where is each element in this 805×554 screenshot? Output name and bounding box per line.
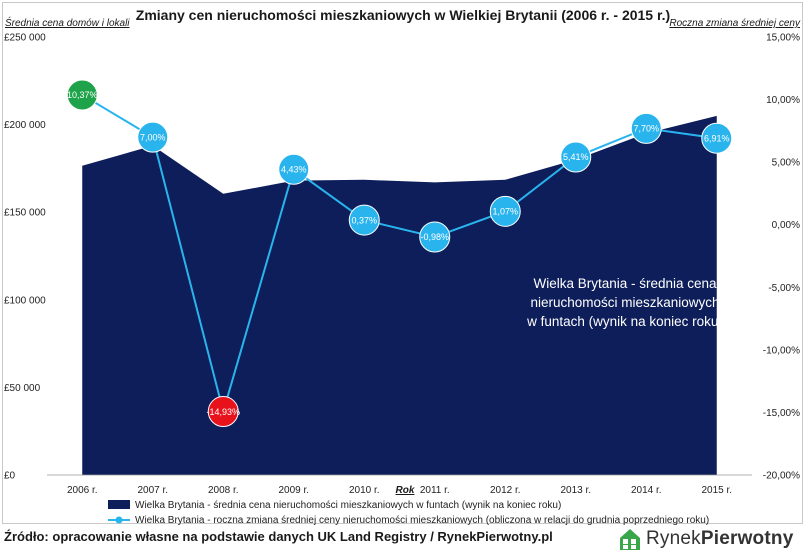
x-tick-label: 2008 r. [208,485,239,496]
change-data-label: 7,00% [140,132,166,142]
source-note: Źródło: opracowanie własne na podstawie … [4,529,553,544]
y-left-tick-label: £0 [4,471,16,482]
area-annotation-line: w funtach (wynik na koniec roku) [526,314,723,329]
y-right-tick-label: -15,00% [763,408,800,419]
logo-text-part1: Rynek [646,528,701,549]
change-data-label: 0,37% [351,215,377,225]
change-marker [207,396,239,428]
chart-title: Zmiany cen nieruchomości mieszkaniowych … [136,7,670,23]
y-left-tick-label: £250 000 [4,33,46,44]
y-right-tick-label: -5,00% [768,283,800,294]
y-left-tick-label: £50 000 [4,383,41,394]
logo: RynekPierwotny [618,526,803,552]
x-tick-label: 2007 r. [137,485,168,496]
change-data-label: -0,98% [420,232,449,242]
x-axis-title: Rok [396,485,415,496]
y-right-tick-label: 15,00% [766,33,800,44]
change-line-series [81,94,717,416]
change-data-label: 4,43% [281,164,307,174]
change-data-label: 7,70% [633,124,659,134]
area-annotation-line: nieruchomości mieszkaniowych [530,295,719,310]
change-marker [348,204,380,236]
y-left-axis-title: Średnia cena domów i lokali [5,16,130,29]
change-data-label: 1,07% [492,207,518,217]
y-right-tick-label: 10,00% [766,95,800,106]
change-marker [489,195,521,227]
y-right-tick-label: -10,00% [763,345,800,356]
change-data-label: 10,37% [67,90,98,100]
y-left-tick-label: £100 000 [4,295,46,306]
change-marker [66,79,98,111]
change-marker [630,112,662,144]
logo-text-part2: Pierwotny [700,528,794,549]
x-tick-label: 2012 r. [490,485,521,496]
area-annotation-line: Wielka Brytania - średnia cena [533,276,717,291]
x-tick-label: 2011 r. [420,485,450,496]
legend-swatch-area [108,500,130,509]
change-data-label: 6,91% [704,133,730,143]
x-tick-label: 2014 r. [631,485,662,496]
legend-label-area: Wielka Brytania - średnia cena nieruchom… [135,500,561,511]
change-marker [419,221,451,253]
y-left-tick-label: £150 000 [4,208,46,219]
change-marker [560,141,592,173]
change-data-label: 5,41% [563,152,589,162]
y-right-tick-label: -20,00% [763,471,800,482]
logo-text: RynekPierwotny [646,528,793,550]
x-tick-label: 2015 r. [701,485,732,496]
x-tick-label: 2010 r. [349,485,380,496]
price-area-series [82,115,717,475]
x-tick-label: 2006 r. [67,485,98,496]
y-left-tick-label: £200 000 [4,120,46,131]
house-logo-icon [620,529,640,550]
change-marker [701,122,733,154]
legend-swatch-marker [115,516,123,524]
x-tick-label: 2013 r. [560,485,591,496]
y-right-tick-label: 0,00% [772,220,800,231]
y-right-tick-label: 5,00% [772,158,800,169]
x-tick-label: 2009 r. [278,485,309,496]
legend-label-line: Wielka Brytania - roczna zmiana średniej… [135,515,709,526]
change-marker [137,121,169,153]
y-right-axis-title: Roczna zmiana średniej ceny [669,18,801,29]
change-marker [278,153,310,185]
change-data-label: -14,93% [206,407,240,417]
